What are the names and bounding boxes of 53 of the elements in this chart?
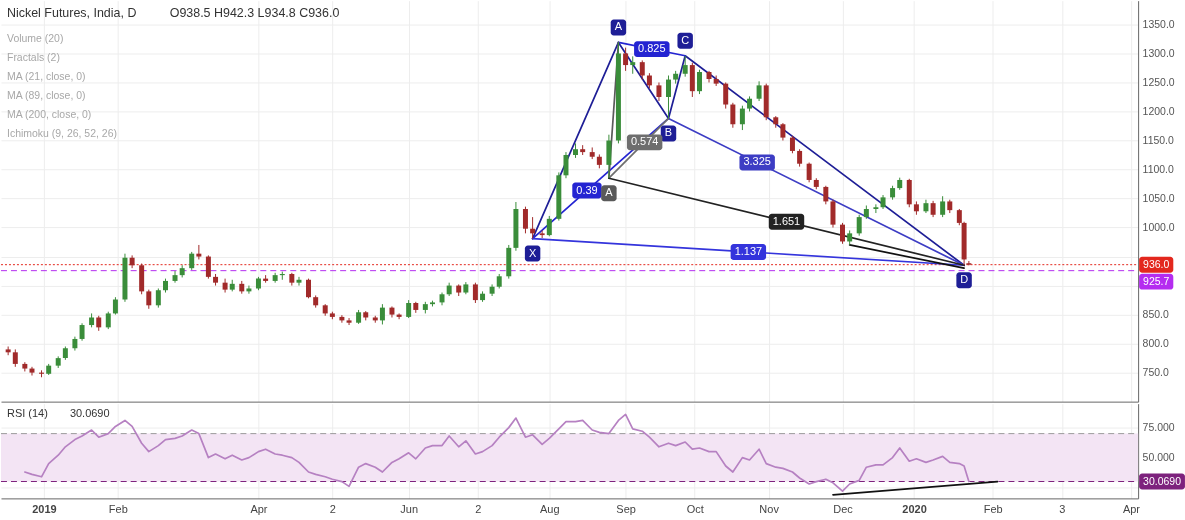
x-tick-label: 2 bbox=[329, 502, 336, 515]
series-label: 0.825 bbox=[638, 42, 666, 55]
x-tick-label: 2019 bbox=[32, 502, 57, 515]
ref-line-label: 925.7 bbox=[1143, 275, 1170, 287]
y-tick-label: 1000.0 bbox=[1142, 222, 1175, 234]
x-tick-label: Jun bbox=[400, 502, 418, 515]
x-tick-label: 3 bbox=[1059, 502, 1066, 515]
series-label: 1.137 bbox=[734, 244, 763, 257]
annotation: MA (89, close, 0) bbox=[6, 90, 86, 101]
chart-title: RSI (14) bbox=[6, 406, 48, 419]
y-tick-label: 800.0 bbox=[1142, 338, 1169, 350]
y-tick-label: 50.000 bbox=[1142, 452, 1175, 464]
x-tick-label: Apr bbox=[1122, 502, 1141, 515]
data-label: D bbox=[960, 273, 969, 286]
series-label: 3.325 bbox=[743, 155, 771, 168]
y-tick-label: 1200.0 bbox=[1142, 105, 1175, 117]
y-tick-label: 1250.0 bbox=[1142, 76, 1175, 88]
annotation: Ichimoku (9, 26, 52, 26) bbox=[6, 128, 117, 140]
data-label: B bbox=[664, 126, 673, 139]
data-label: C bbox=[681, 33, 690, 46]
y-tick-label: 1100.0 bbox=[1142, 164, 1175, 176]
y-tick-label: 1300.0 bbox=[1142, 47, 1175, 59]
x-tick-label: Dec bbox=[833, 502, 854, 515]
x-tick-label: Feb bbox=[108, 502, 128, 515]
y-tick-label: 750.0 bbox=[1142, 367, 1169, 379]
data-label: A bbox=[614, 20, 623, 33]
ref-line-label: 30.0690 bbox=[1143, 475, 1182, 487]
series-label: 0.574 bbox=[630, 135, 659, 148]
series-label: 1.651 bbox=[772, 214, 801, 227]
x-tick-label: Aug bbox=[540, 502, 560, 515]
y-tick-label: 1050.0 bbox=[1142, 193, 1175, 205]
x-tick-label: 2 bbox=[475, 502, 482, 515]
chart-subtitle: O938.5 H942.3 L934.8 C936.0 bbox=[169, 5, 340, 20]
annotation: Fractals (2) bbox=[6, 51, 60, 63]
chart-title: Nickel Futures, India, D bbox=[6, 5, 137, 20]
x-tick-label: Feb bbox=[983, 502, 1003, 515]
ref-line-label: 936.0 bbox=[1143, 258, 1170, 270]
y-tick-label: 1350.0 bbox=[1142, 18, 1175, 30]
chart-subtitle: 30.0690 bbox=[69, 406, 110, 419]
data-label: X bbox=[528, 246, 537, 259]
x-tick-label: 2020 bbox=[902, 502, 927, 515]
x-tick-label: Apr bbox=[250, 502, 268, 515]
data-label: A bbox=[605, 186, 614, 199]
annotation: Volume (20) bbox=[6, 32, 64, 44]
y-tick-label: 850.0 bbox=[1142, 309, 1169, 321]
annotation: MA (21, close, 0) bbox=[6, 70, 86, 82]
x-tick-label: Nov bbox=[759, 502, 780, 515]
x-tick-label: Oct bbox=[686, 502, 704, 515]
y-tick-label: 1150.0 bbox=[1142, 134, 1175, 146]
x-tick-label: Sep bbox=[616, 502, 636, 515]
series-label: 0.39 bbox=[576, 183, 598, 196]
annotation: MA (200, close, 0) bbox=[6, 109, 92, 121]
y-tick-label: 75.000 bbox=[1142, 422, 1175, 434]
